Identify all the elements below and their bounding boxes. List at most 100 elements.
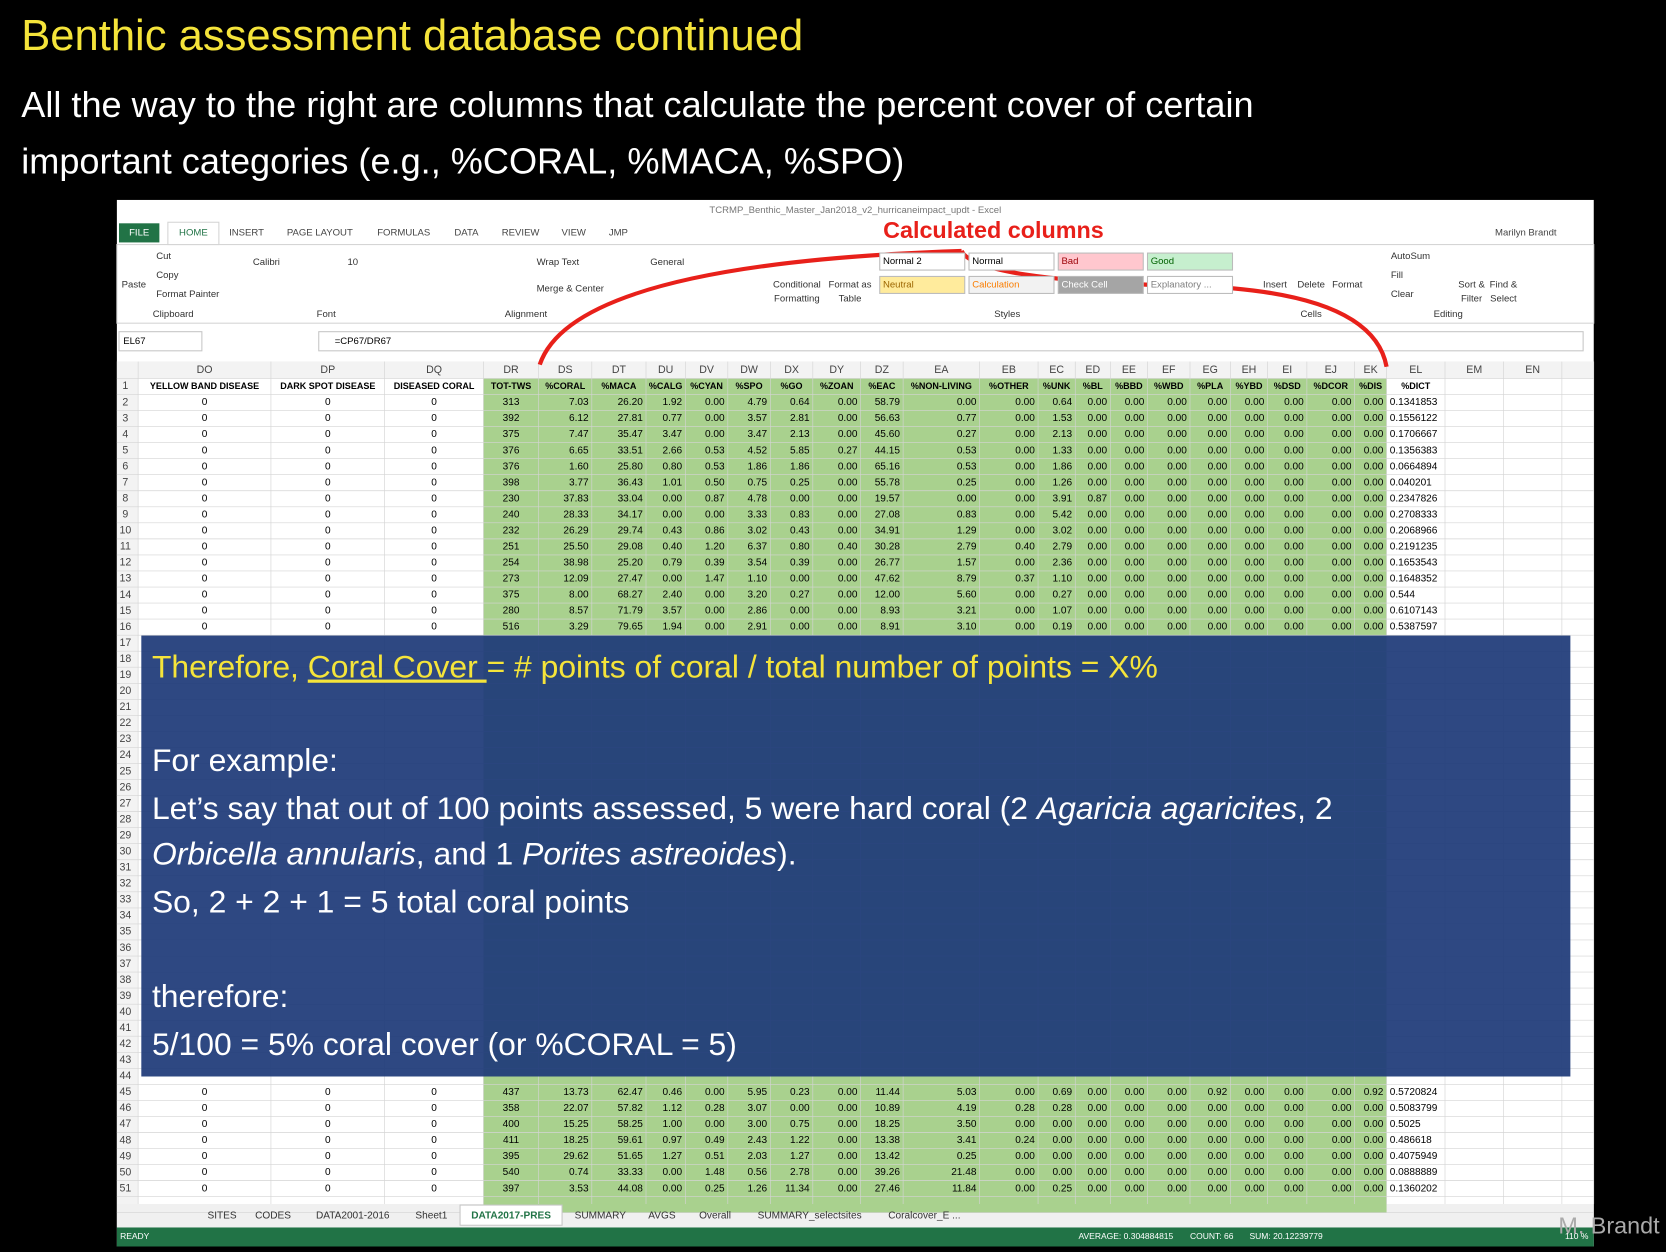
cell: 0.00: [1088, 1183, 1108, 1194]
ribbon-label: Clipboard: [153, 309, 194, 320]
cell: 254: [503, 558, 520, 569]
sheet-tab[interactable]: DATA2001-2016: [316, 1210, 390, 1221]
style-swatch: [968, 275, 1055, 294]
cell: 0.83: [790, 509, 810, 520]
row-number: 28: [119, 813, 131, 825]
sheet-tab[interactable]: DATA2017-PRES: [471, 1210, 551, 1221]
cell: 0: [431, 525, 437, 536]
cell: 0.00: [1332, 1103, 1352, 1114]
cell: 0.00: [1015, 493, 1035, 504]
cell: 3.57: [748, 413, 768, 424]
cell: 0.00: [1167, 1183, 1187, 1194]
name-box: [118, 331, 203, 352]
row-number: 38: [119, 974, 131, 986]
overlay-line: So, 2 + 2 + 1 = 5 total coral points: [152, 884, 629, 920]
cell: 13.42: [875, 1151, 901, 1162]
cell: 35.47: [618, 429, 644, 440]
overlay-line: Let’s say that out of 100 points assesse…: [152, 790, 1333, 826]
ribbon-label: Bad: [1061, 256, 1078, 267]
subtitle: All the way to the right are columns tha…: [21, 84, 1253, 125]
ribbon-label: Styles: [994, 309, 1020, 320]
cell: 0.00: [1284, 1087, 1304, 1098]
cell: 2.79: [957, 542, 977, 553]
cell: 0.00: [838, 397, 858, 408]
cell: 8.00: [569, 590, 589, 601]
sheet-tab[interactable]: Sheet1: [415, 1210, 447, 1221]
sheet-tab[interactable]: AVGS: [648, 1210, 676, 1221]
row-number: 13: [119, 573, 131, 585]
cell: 0.87: [705, 493, 725, 504]
cell: 0.5083799: [1390, 1103, 1438, 1114]
cell: 0.00: [1088, 558, 1108, 569]
cell: 0: [202, 1119, 208, 1130]
cell: 0.0888889: [1390, 1167, 1438, 1178]
cell: 0.00: [1284, 461, 1304, 472]
cell: 0.00: [1332, 461, 1352, 472]
cell: 0: [202, 574, 208, 585]
cell: 0.00: [1088, 574, 1108, 585]
cell: 3.21: [957, 606, 977, 617]
cell: 2.78: [790, 1167, 810, 1178]
row-number: 9: [122, 509, 128, 521]
overlay-line: 5/100 = 5% coral cover (or %CORAL = 5): [152, 1026, 737, 1062]
row-number: 45: [119, 1086, 131, 1098]
cell: 0.27: [838, 445, 858, 456]
cell: 0.00: [1208, 445, 1228, 456]
cell: 516: [503, 622, 520, 633]
cell: 0.00: [1015, 397, 1035, 408]
sheet-tab[interactable]: CODES: [255, 1210, 291, 1221]
cell: 1.92: [663, 397, 683, 408]
active-sheet-bg: [459, 1204, 563, 1226]
cell: 0.87: [1088, 493, 1108, 504]
cell: 0.27: [957, 429, 977, 440]
cell: 0.5387597: [1390, 622, 1438, 633]
cell: 0.00: [1088, 542, 1108, 553]
cell: 0.69: [1052, 1087, 1072, 1098]
sheet-tab[interactable]: SITES: [208, 1210, 237, 1221]
column-letter: DV: [699, 364, 715, 376]
cell: 0.00: [1167, 461, 1187, 472]
column-letter: EC: [1049, 364, 1064, 376]
cell: 0.77: [663, 413, 683, 424]
cell: 0.46: [663, 1087, 683, 1098]
cell: 0: [431, 1183, 437, 1194]
cell: 0.00: [705, 606, 725, 617]
cell: 0.00: [838, 574, 858, 585]
row-number: 22: [119, 717, 131, 729]
sheet-tab[interactable]: Overall: [699, 1210, 731, 1221]
row-number: 18: [119, 653, 131, 665]
overlay-run: Porites astreoides: [522, 836, 777, 872]
cell: 62.47: [618, 1087, 644, 1098]
cell: 0: [431, 445, 437, 456]
cell: 59.61: [618, 1135, 644, 1146]
cell: 0.00: [1284, 622, 1304, 633]
row-number: 31: [119, 862, 131, 874]
ribbon-label: Check Cell: [1061, 279, 1107, 290]
cell: 3.02: [748, 525, 768, 536]
cell: 0.24: [1015, 1135, 1035, 1146]
cell: 0.00: [1125, 493, 1145, 504]
row-number: 16: [119, 621, 131, 633]
sheet-tab[interactable]: Coralcover_E ...: [888, 1210, 960, 1221]
cell: 0.00: [1088, 1103, 1108, 1114]
ribbon-label: Find &: [1490, 279, 1518, 290]
cell: 0.00: [1088, 1135, 1108, 1146]
sheet-tab[interactable]: SUMMARY: [575, 1210, 627, 1221]
cell: 0.53: [957, 461, 977, 472]
ribbon-label: Fill: [1391, 270, 1403, 281]
column-header: %NON-LIVING: [911, 381, 972, 391]
cell: 1.20: [705, 542, 725, 553]
cell: 0.00: [1208, 1151, 1228, 1162]
sheet-tab[interactable]: SUMMARY_selectsites: [758, 1210, 862, 1221]
cell: 0.00: [1284, 1151, 1304, 1162]
cell: 0.00: [1167, 558, 1187, 569]
cell: 29.74: [618, 525, 644, 536]
cell: 0.00: [1088, 413, 1108, 424]
column-letter: EB: [1002, 364, 1016, 376]
cell: 0.00: [1208, 1119, 1228, 1130]
cell: 3.29: [569, 622, 589, 633]
user-name: Marilyn Brandt: [1495, 227, 1557, 238]
cell: 79.65: [618, 622, 644, 633]
cell: 0.00: [1015, 558, 1035, 569]
column-header: YELLOW BAND DISEASE: [150, 381, 259, 391]
